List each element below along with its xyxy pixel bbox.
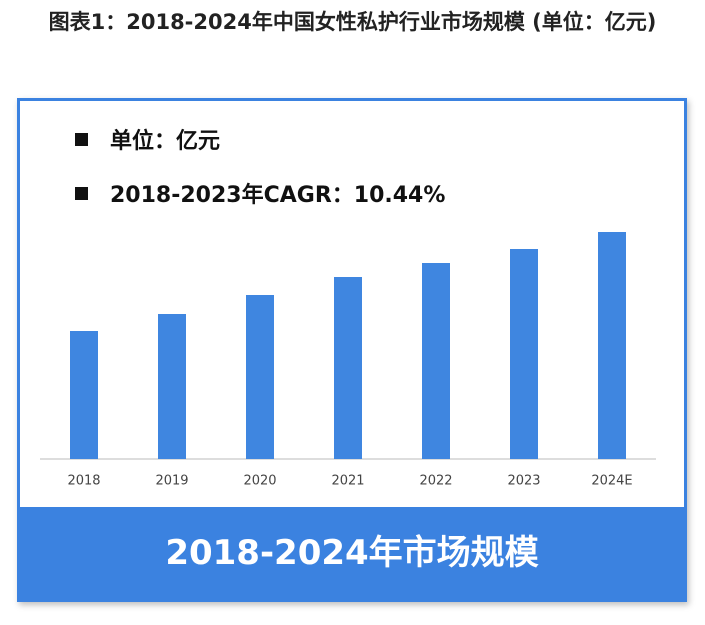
chart-title: 图表1：2018-2024年中国女性私护行业市场规模 (单位：亿元) [48, 10, 657, 34]
x-tick-label: 2022 [419, 474, 452, 489]
x-tick-label: 2020 [243, 474, 276, 489]
x-tick-label: 2019 [155, 474, 188, 489]
bar [158, 314, 186, 459]
bar [422, 263, 450, 459]
x-tick-label: 2024E [591, 474, 632, 489]
bar [510, 249, 538, 459]
banner: 2018-2024年市场规模 [20, 507, 684, 599]
note: 2018-2023年CAGR：10.44% [75, 177, 445, 209]
bar [598, 232, 626, 459]
x-tick-label: 2018 [67, 474, 100, 489]
bar [70, 331, 98, 459]
bar [334, 277, 362, 459]
bar [246, 295, 274, 459]
x-tick-label: 2021 [331, 474, 364, 489]
note: 单位：亿元 [75, 123, 220, 155]
x-tick-label: 2023 [507, 474, 540, 489]
